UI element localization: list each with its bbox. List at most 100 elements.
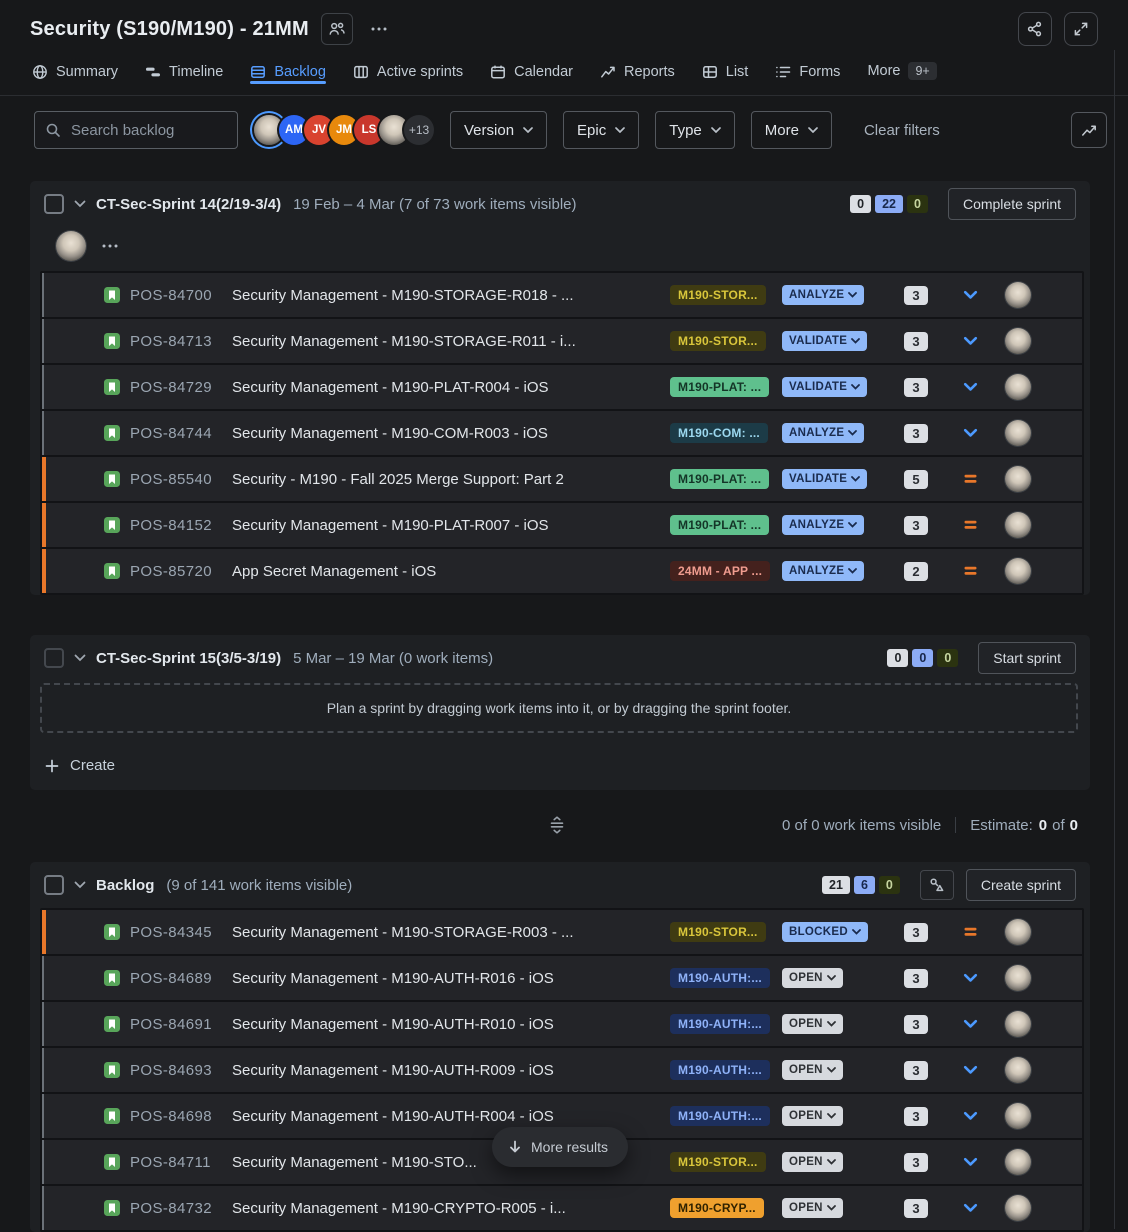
epic-badge[interactable]: M190-STOR... bbox=[670, 331, 766, 351]
status-dropdown[interactable]: ANALYZE bbox=[782, 423, 865, 443]
status-dropdown[interactable]: VALIDATE bbox=[782, 469, 868, 489]
work-item-key[interactable]: POS-84152 bbox=[130, 516, 212, 534]
collapse-chevron-icon[interactable] bbox=[74, 200, 86, 208]
insights-button[interactable] bbox=[1071, 112, 1107, 148]
estimate-badge[interactable]: 5 bbox=[904, 469, 928, 489]
assignee-avatar[interactable] bbox=[1005, 1057, 1031, 1083]
epic-filter-dropdown[interactable]: Epic bbox=[563, 111, 640, 149]
tab-forms[interactable]: Forms bbox=[775, 64, 840, 95]
estimate-badge[interactable]: 3 bbox=[904, 285, 928, 305]
estimate-badge[interactable]: 3 bbox=[904, 331, 928, 351]
work-item-row[interactable]: POS-85540 Security - M190 - Fall 2025 Me… bbox=[42, 457, 1082, 501]
work-item-title[interactable]: Security Management - M190-PLAT-R007 - i… bbox=[232, 516, 549, 534]
work-item-row[interactable]: POS-84691 Security Management - M190-AUT… bbox=[42, 1002, 1082, 1046]
work-item-key[interactable]: POS-85720 bbox=[130, 562, 212, 580]
fullscreen-button[interactable] bbox=[1064, 12, 1098, 46]
status-dropdown[interactable]: OPEN bbox=[782, 1060, 843, 1080]
estimate-badge[interactable]: 3 bbox=[904, 1198, 928, 1218]
sprint-select-checkbox[interactable] bbox=[44, 194, 64, 214]
assignee-avatar[interactable] bbox=[1005, 328, 1031, 354]
estimate-badge[interactable]: 3 bbox=[904, 377, 928, 397]
status-dropdown[interactable]: ANALYZE bbox=[782, 515, 865, 535]
collapse-chevron-icon[interactable] bbox=[74, 881, 86, 889]
assignee-avatar[interactable] bbox=[1005, 558, 1031, 584]
work-item-title[interactable]: Security Management - M190-STO... bbox=[232, 1153, 477, 1171]
share-button[interactable] bbox=[1018, 12, 1052, 46]
work-item-key[interactable]: POS-84732 bbox=[130, 1199, 212, 1217]
epic-badge[interactable]: M190-AUTH:... bbox=[670, 1106, 770, 1126]
work-item-key[interactable]: POS-85540 bbox=[130, 470, 212, 488]
work-item-title[interactable]: Security Management - M190-STORAGE-R018 … bbox=[232, 286, 574, 304]
status-dropdown[interactable]: OPEN bbox=[782, 1198, 843, 1218]
work-item-title[interactable]: Security Management - M190-AUTH-R009 - i… bbox=[232, 1061, 554, 1079]
work-item-key[interactable]: POS-84713 bbox=[130, 332, 212, 350]
work-item-title[interactable]: Security Management - M190-AUTH-R004 - i… bbox=[232, 1107, 554, 1125]
estimate-badge[interactable]: 3 bbox=[904, 1060, 928, 1080]
create-work-item-button[interactable]: Create bbox=[30, 741, 115, 790]
status-dropdown[interactable]: VALIDATE bbox=[782, 331, 868, 351]
start-sprint-button[interactable]: Start sprint bbox=[978, 642, 1076, 674]
epic-badge[interactable]: M190-AUTH:... bbox=[670, 1060, 770, 1080]
work-item-title[interactable]: Security Management - M190-AUTH-R016 - i… bbox=[232, 969, 554, 987]
status-dropdown[interactable]: BLOCKED bbox=[782, 922, 868, 942]
search-field[interactable] bbox=[34, 111, 238, 149]
tab-backlog[interactable]: Backlog bbox=[250, 64, 326, 95]
work-item-key[interactable]: POS-84729 bbox=[130, 378, 212, 396]
sprint-assignee-avatar[interactable] bbox=[56, 231, 86, 261]
assignee-avatar[interactable] bbox=[1005, 420, 1031, 446]
clear-filters-button[interactable]: Clear filters bbox=[858, 121, 946, 140]
tab-list[interactable]: List bbox=[702, 64, 748, 95]
work-item-row[interactable]: POS-84713 Security Management - M190-STO… bbox=[42, 319, 1082, 363]
work-item-row[interactable]: POS-84689 Security Management - M190-AUT… bbox=[42, 956, 1082, 1000]
status-dropdown[interactable]: OPEN bbox=[782, 1014, 843, 1034]
tab-more[interactable]: More 9+ bbox=[867, 62, 937, 95]
work-item-title[interactable]: Security Management - M190-COM-R003 - iO… bbox=[232, 424, 548, 442]
work-item-title[interactable]: Security - M190 - Fall 2025 Merge Suppor… bbox=[232, 470, 564, 488]
estimate-badge[interactable]: 3 bbox=[904, 423, 928, 443]
assignee-avatar[interactable] bbox=[1005, 965, 1031, 991]
work-item-row[interactable]: POS-84729 Security Management - M190-PLA… bbox=[42, 365, 1082, 409]
work-item-key[interactable]: POS-84689 bbox=[130, 969, 212, 987]
assignee-avatar[interactable] bbox=[1005, 1011, 1031, 1037]
work-item-row[interactable]: POS-84345 Security Management - M190-STO… bbox=[42, 910, 1082, 954]
work-item-row[interactable]: POS-84698 Security Management - M190-AUT… bbox=[42, 1094, 1082, 1138]
tab-reports[interactable]: Reports bbox=[600, 64, 675, 95]
more-results-button[interactable]: More results bbox=[492, 1127, 629, 1167]
work-item-key[interactable]: POS-84698 bbox=[130, 1107, 212, 1125]
ellipsis-icon[interactable] bbox=[102, 244, 118, 248]
epic-badge[interactable]: M190-STOR... bbox=[670, 922, 766, 942]
assignee-avatar[interactable] bbox=[1005, 1195, 1031, 1221]
work-item-key[interactable]: POS-84693 bbox=[130, 1061, 212, 1079]
work-item-row[interactable]: POS-84744 Security Management - M190-COM… bbox=[42, 411, 1082, 455]
tab-timeline[interactable]: Timeline bbox=[145, 64, 223, 95]
sprint-drop-zone[interactable]: Plan a sprint by dragging work items int… bbox=[40, 683, 1078, 733]
epic-badge[interactable]: M190-PLAT: ... bbox=[670, 377, 770, 397]
epic-badge[interactable]: M190-STOR... bbox=[670, 285, 766, 305]
estimate-badge[interactable]: 3 bbox=[904, 515, 928, 535]
estimate-badge[interactable]: 3 bbox=[904, 968, 928, 988]
assignee-avatar[interactable] bbox=[1005, 374, 1031, 400]
status-dropdown[interactable]: ANALYZE bbox=[782, 561, 865, 581]
epic-badge[interactable]: M190-COM: ... bbox=[670, 423, 768, 443]
create-sprint-button[interactable]: Create sprint bbox=[965, 869, 1076, 901]
work-item-title[interactable]: App Secret Management - iOS bbox=[232, 562, 437, 580]
work-item-row[interactable]: POS-84693 Security Management - M190-AUT… bbox=[42, 1048, 1082, 1092]
epic-badge[interactable]: M190-STOR... bbox=[670, 1152, 766, 1172]
work-item-key[interactable]: POS-84711 bbox=[130, 1153, 211, 1171]
status-dropdown[interactable]: OPEN bbox=[782, 968, 843, 988]
sprint-select-checkbox[interactable] bbox=[44, 648, 64, 668]
epic-badge[interactable]: M190-PLAT: ... bbox=[670, 469, 770, 489]
work-item-row[interactable]: POS-85720 App Secret Management - iOS 24… bbox=[42, 549, 1082, 593]
assignee-avatar[interactable] bbox=[1005, 1149, 1031, 1175]
status-dropdown[interactable]: OPEN bbox=[782, 1152, 843, 1172]
work-item-title[interactable]: Security Management - M190-STORAGE-R011 … bbox=[232, 332, 576, 350]
tab-calendar[interactable]: Calendar bbox=[490, 64, 573, 95]
epic-badge[interactable]: 24MM - APP ... bbox=[670, 561, 771, 581]
assignee-avatar[interactable] bbox=[1005, 282, 1031, 308]
assignee-avatar[interactable] bbox=[1005, 919, 1031, 945]
epic-badge[interactable]: M190-CRYP... bbox=[670, 1198, 764, 1218]
epic-badge[interactable]: M190-AUTH:... bbox=[670, 968, 770, 988]
work-item-title[interactable]: Security Management - M190-AUTH-R010 - i… bbox=[232, 1015, 554, 1033]
drag-handle-icon[interactable] bbox=[549, 816, 565, 834]
search-input[interactable] bbox=[69, 120, 227, 140]
